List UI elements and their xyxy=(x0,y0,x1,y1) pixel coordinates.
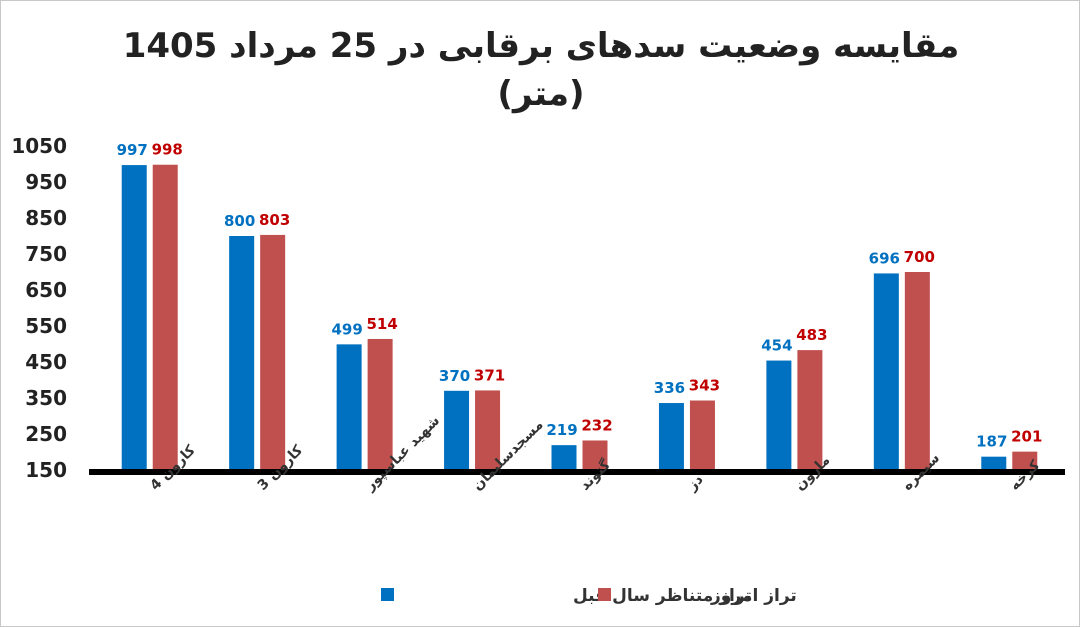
data-label: 997 xyxy=(117,141,148,159)
data-label: 998 xyxy=(152,141,183,159)
y-axis-ticks: 150 250 350 450 550 650 750 850 950 1050 xyxy=(11,134,67,482)
data-label: 800 xyxy=(224,212,255,230)
bars xyxy=(121,164,1038,470)
y-tick-label: 950 xyxy=(25,170,67,194)
bar xyxy=(444,390,470,470)
legend-label: تراز امروز xyxy=(710,586,797,606)
bar xyxy=(260,234,286,470)
data-label: 454 xyxy=(761,337,792,355)
y-tick-label: 350 xyxy=(25,386,67,410)
data-label: 336 xyxy=(654,379,685,397)
bar xyxy=(367,338,393,470)
y-tick-label: 750 xyxy=(25,242,67,266)
bar xyxy=(797,350,823,470)
y-tick-label: 550 xyxy=(25,314,67,338)
y-tick-label: 650 xyxy=(25,278,67,302)
data-label: 201 xyxy=(1011,428,1042,446)
bar xyxy=(766,360,792,470)
data-label: 370 xyxy=(439,367,470,385)
data-label: 219 xyxy=(546,421,577,439)
bar xyxy=(229,236,255,470)
y-tick-label: 1050 xyxy=(11,134,67,158)
data-label: 803 xyxy=(259,211,290,229)
y-tick-label: 450 xyxy=(25,350,67,374)
data-label: 700 xyxy=(904,248,935,266)
data-label: 499 xyxy=(331,320,362,338)
bar xyxy=(689,400,715,470)
y-tick-label: 850 xyxy=(25,206,67,230)
bar xyxy=(981,456,1007,470)
y-tick-label: 150 xyxy=(25,458,67,482)
data-label: 232 xyxy=(581,416,612,434)
data-label: 483 xyxy=(796,326,827,344)
legend-label: تراز متناظر سال قبل xyxy=(573,586,752,606)
legend-swatch xyxy=(598,588,611,601)
x-tick-label: دز xyxy=(684,472,707,495)
bar xyxy=(582,440,608,470)
data-label: 514 xyxy=(366,315,397,333)
data-labels: 997 998 800 803 499 514 370 371 219 232 336 343 4544… xyxy=(117,141,1043,451)
bar xyxy=(336,344,362,470)
chart-subtitle: (متر) xyxy=(497,74,584,114)
y-tick-label: 250 xyxy=(25,422,67,446)
bar xyxy=(121,165,147,470)
bar xyxy=(152,164,178,470)
bar xyxy=(475,390,501,470)
bar xyxy=(873,273,899,470)
bar xyxy=(658,403,684,470)
bar xyxy=(1012,451,1038,470)
bar xyxy=(904,272,930,470)
data-label: 343 xyxy=(689,377,720,395)
legend-swatch xyxy=(381,588,394,601)
chart-title: مقایسه وضعیت سدهای برقابی در 25 مرداد 14… xyxy=(123,26,960,66)
data-label: 187 xyxy=(976,433,1007,451)
bar xyxy=(551,445,577,470)
data-label: 371 xyxy=(474,366,505,384)
data-label: 696 xyxy=(869,249,900,267)
